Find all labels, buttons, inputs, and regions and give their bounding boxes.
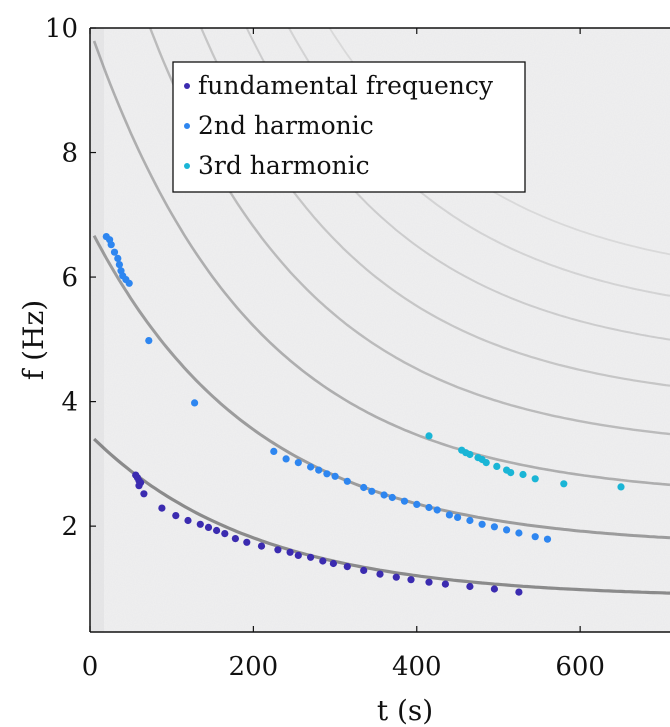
data-point-series-0 xyxy=(466,582,474,591)
data-point-series-1 xyxy=(531,533,539,541)
data-point-series-1 xyxy=(433,506,441,514)
data-point-series-1 xyxy=(331,472,339,480)
data-point-series-0 xyxy=(257,542,266,550)
data-point-series-0 xyxy=(425,578,433,586)
data-point-series-1 xyxy=(360,483,368,492)
y-tick-label: 8 xyxy=(61,139,78,169)
data-point-series-1 xyxy=(282,455,290,463)
data-point-series-0 xyxy=(196,520,204,528)
data-point-series-1 xyxy=(490,523,498,531)
data-point-series-0 xyxy=(231,535,239,543)
spectrogram-left-edge xyxy=(90,28,104,632)
data-point-series-1 xyxy=(425,503,433,512)
data-points xyxy=(102,233,625,596)
spectrogram-ridge xyxy=(245,28,670,341)
data-point-series-1 xyxy=(445,511,453,519)
legend-marker xyxy=(184,123,190,129)
y-ticks: 2 4 6 8 10 xyxy=(45,14,96,542)
data-point-series-1 xyxy=(145,337,153,345)
data-point-series-0 xyxy=(294,551,302,560)
data-point-series-0 xyxy=(490,585,498,593)
data-point-series-0 xyxy=(221,530,229,538)
data-point-series-1 xyxy=(115,261,123,269)
data-point-series-1 xyxy=(515,529,523,537)
spectrogram-ridge xyxy=(200,28,670,387)
data-point-series-1 xyxy=(466,516,474,525)
x-tick-label: 200 xyxy=(229,652,279,682)
data-point-series-1 xyxy=(543,535,552,543)
data-point-series-1 xyxy=(110,248,119,256)
data-point-series-0 xyxy=(360,566,368,575)
data-point-series-1 xyxy=(307,463,315,471)
data-point-series-0 xyxy=(274,546,282,554)
data-point-series-1 xyxy=(323,470,331,478)
data-point-series-1 xyxy=(191,399,199,407)
data-point-series-1 xyxy=(503,526,511,534)
x-tick-label: 600 xyxy=(555,652,605,682)
y-tick-label: 2 xyxy=(61,512,78,542)
data-point-series-1 xyxy=(125,279,133,287)
data-point-series-0 xyxy=(329,559,337,568)
x-axis-label: t (s) xyxy=(377,694,433,727)
data-point-series-2 xyxy=(482,459,490,467)
data-point-series-1 xyxy=(478,520,486,528)
legend-label: 2nd harmonic xyxy=(198,111,374,140)
data-point-series-0 xyxy=(243,538,251,546)
y-tick-label: 10 xyxy=(45,14,78,44)
data-point-series-0 xyxy=(172,511,180,520)
x-ticks: 0 200 400 600 xyxy=(82,28,605,682)
data-point-series-1 xyxy=(107,241,115,249)
data-point-series-0 xyxy=(135,482,143,490)
data-point-series-2 xyxy=(519,470,527,479)
data-point-series-1 xyxy=(400,497,409,505)
legend: fundamental frequency 2nd harmonic 3rd har… xyxy=(172,61,526,193)
data-point-series-0 xyxy=(441,580,449,588)
legend-label: 3rd harmonic xyxy=(198,151,370,180)
data-point-series-1 xyxy=(294,459,302,467)
data-point-series-0 xyxy=(158,504,166,512)
data-point-series-1 xyxy=(454,513,462,522)
axes xyxy=(89,27,670,633)
data-point-series-0 xyxy=(213,526,221,535)
data-point-series-1 xyxy=(270,447,278,455)
y-axis-label: f (Hz) xyxy=(17,300,50,380)
spectrogram-ridge xyxy=(92,40,670,487)
data-point-series-2 xyxy=(425,432,433,440)
data-point-series-1 xyxy=(380,491,388,499)
data-point-series-0 xyxy=(319,557,327,565)
data-point-series-2 xyxy=(493,462,501,470)
data-point-series-1 xyxy=(368,487,376,495)
spectrogram-ridge xyxy=(92,437,670,595)
data-point-series-2 xyxy=(617,483,625,491)
data-point-series-0 xyxy=(407,576,415,584)
legend-box xyxy=(172,61,526,193)
data-point-series-0 xyxy=(343,563,351,571)
data-point-series-0 xyxy=(184,516,192,525)
data-point-series-0 xyxy=(392,573,400,581)
data-point-series-2 xyxy=(507,469,515,477)
x-tick-label: 400 xyxy=(392,652,442,682)
data-point-series-0 xyxy=(515,588,523,596)
data-point-series-0 xyxy=(140,490,148,498)
data-point-series-2 xyxy=(560,480,568,488)
data-point-series-1 xyxy=(315,466,323,474)
legend-label: fundamental frequency xyxy=(198,71,494,100)
data-point-series-0 xyxy=(286,548,294,556)
data-point-series-0 xyxy=(307,553,315,561)
data-point-series-1 xyxy=(343,477,351,485)
data-point-series-0 xyxy=(204,523,213,532)
y-tick-label: 4 xyxy=(61,388,78,418)
legend-marker xyxy=(184,163,190,169)
data-point-series-2 xyxy=(531,475,539,483)
data-point-series-2 xyxy=(466,450,474,459)
data-point-series-1 xyxy=(114,254,122,262)
legend-marker xyxy=(184,83,190,89)
data-point-series-0 xyxy=(376,570,384,578)
y-tick-label: 6 xyxy=(61,263,78,293)
data-point-series-1 xyxy=(388,493,396,502)
x-tick-label: 0 xyxy=(82,652,99,682)
data-point-series-1 xyxy=(413,500,421,508)
